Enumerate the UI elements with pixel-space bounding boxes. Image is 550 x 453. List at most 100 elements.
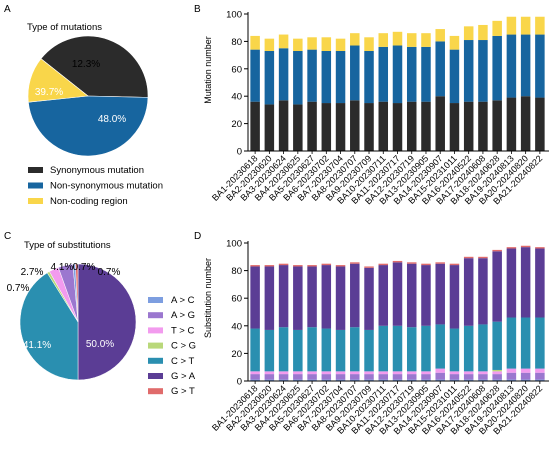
bar-segment <box>264 329 275 372</box>
bar-segment <box>364 329 374 372</box>
bar-segment <box>307 371 317 375</box>
bar-segment <box>264 379 275 381</box>
bar-segment <box>406 46 417 102</box>
bar-segment <box>392 103 403 151</box>
bar-segment <box>535 368 545 373</box>
bar-segment <box>392 31 403 46</box>
bar-segment <box>278 100 289 151</box>
bar-segment <box>378 101 389 151</box>
y-tick-label: 20 <box>231 119 242 130</box>
bar-segment <box>435 324 445 369</box>
bar-segment <box>421 379 431 381</box>
bar-segment <box>321 50 332 104</box>
bar-segment <box>463 101 474 151</box>
substitution-number-bar-chart: Substitution number 020406080100BA1-2023… <box>203 239 549 436</box>
y-tick-label: 80 <box>231 266 242 277</box>
bar-segment <box>392 371 403 375</box>
bar-segment <box>506 247 517 249</box>
bar-segment <box>506 16 517 35</box>
bar-d-axes: 020406080100BA1-20230618BA2-20230620BA3-… <box>210 239 549 436</box>
y-tick-label: 40 <box>231 92 242 103</box>
y-tick-label: 80 <box>231 37 242 48</box>
bar-segment <box>278 34 289 49</box>
bar-segment <box>506 372 517 380</box>
legend-label: T > C <box>171 325 194 336</box>
bar-segment <box>307 265 317 267</box>
legend-label: A > C <box>171 295 195 306</box>
bar-segment <box>478 371 488 375</box>
bar-b-axes: 020406080100BA1-20230618BA2-20230620BA3-… <box>210 10 549 206</box>
bar-segment <box>535 16 545 35</box>
bar-segment <box>321 103 332 151</box>
bar-segment <box>535 97 545 151</box>
bar-segment <box>364 379 374 381</box>
bar-segment <box>264 371 275 375</box>
bar-segment <box>478 101 488 151</box>
mutation-number-bar-chart: Mutation number 020406080100BA1-20230618… <box>203 10 549 206</box>
bar-segment <box>492 321 502 370</box>
pie-c-slices: 50.0%41.1%0.7%2.7% 4.1% 0.7% 0.7% <box>7 262 137 381</box>
pie-value-label: 41.1% <box>23 340 51 351</box>
bar-segment <box>364 37 374 51</box>
panel-label-d: D <box>194 231 201 242</box>
bar-segment <box>321 37 332 51</box>
y-tick-label: 60 <box>231 294 242 305</box>
bar-segment <box>478 374 488 380</box>
bar-segment <box>378 265 389 326</box>
bar-segment <box>421 371 431 375</box>
y-tick-label: 100 <box>226 239 242 250</box>
bar-segment <box>364 267 374 330</box>
bar-segment <box>278 371 289 375</box>
bar-segment <box>321 328 332 372</box>
bar-segment <box>321 374 332 380</box>
bar-segment <box>463 258 474 326</box>
legend-label: G > T <box>171 386 195 397</box>
y-tick-label: 0 <box>237 147 242 158</box>
bar-segment <box>478 258 488 325</box>
bar-segment <box>392 45 403 104</box>
bar-segment <box>307 379 317 381</box>
bar-segment <box>435 368 445 373</box>
y-tick-label: 100 <box>226 10 242 21</box>
bar-segment <box>293 266 303 330</box>
bar-segment <box>264 265 275 267</box>
bar-segment <box>335 379 346 381</box>
y-tick-label: 20 <box>231 349 242 360</box>
bar-segment <box>350 379 360 381</box>
bar-segment <box>506 248 517 318</box>
legend-swatch <box>148 312 163 319</box>
bar-segment <box>449 49 460 104</box>
bar-segment <box>435 379 445 381</box>
bar-segment <box>506 97 517 151</box>
bar-segment <box>492 374 502 380</box>
bar-segment <box>406 327 417 372</box>
pie-value-label: 0.7% <box>73 262 96 273</box>
bar-segment <box>378 371 389 375</box>
bar-segment <box>492 20 502 36</box>
bar-segment <box>421 101 431 151</box>
panel-label-c: C <box>4 231 11 242</box>
pie-value-label: 0.7% <box>98 267 121 278</box>
bar-segment <box>463 40 474 102</box>
pie-slice-c-t <box>19 272 79 381</box>
bar-segment <box>278 374 289 380</box>
bar-segment <box>307 101 317 151</box>
substitution-type-pie-chart: Type of substitutions 50.0% 41.1% 0.7% 2.7%… <box>7 240 196 397</box>
bar-segment <box>392 374 403 380</box>
mutation-type-pie-chart: Type of mutations 39.7% 48.0% 12.3% Synony… <box>27 22 163 207</box>
bar-segment <box>535 317 545 369</box>
bar-segment <box>364 374 374 380</box>
bar-segment <box>378 33 389 47</box>
bar-segment <box>506 317 517 369</box>
bar-segment <box>321 265 332 329</box>
legend-label: Synonymous mutation <box>50 165 144 176</box>
bar-segment <box>250 101 260 151</box>
bar-segment <box>350 263 360 328</box>
bar-segment <box>364 371 374 375</box>
legend-swatch <box>28 182 43 189</box>
bar-segment <box>506 34 517 98</box>
bar-segment <box>293 374 303 380</box>
bar-segment <box>492 35 502 101</box>
bar-segment <box>250 371 260 375</box>
bar-segment <box>520 372 531 380</box>
